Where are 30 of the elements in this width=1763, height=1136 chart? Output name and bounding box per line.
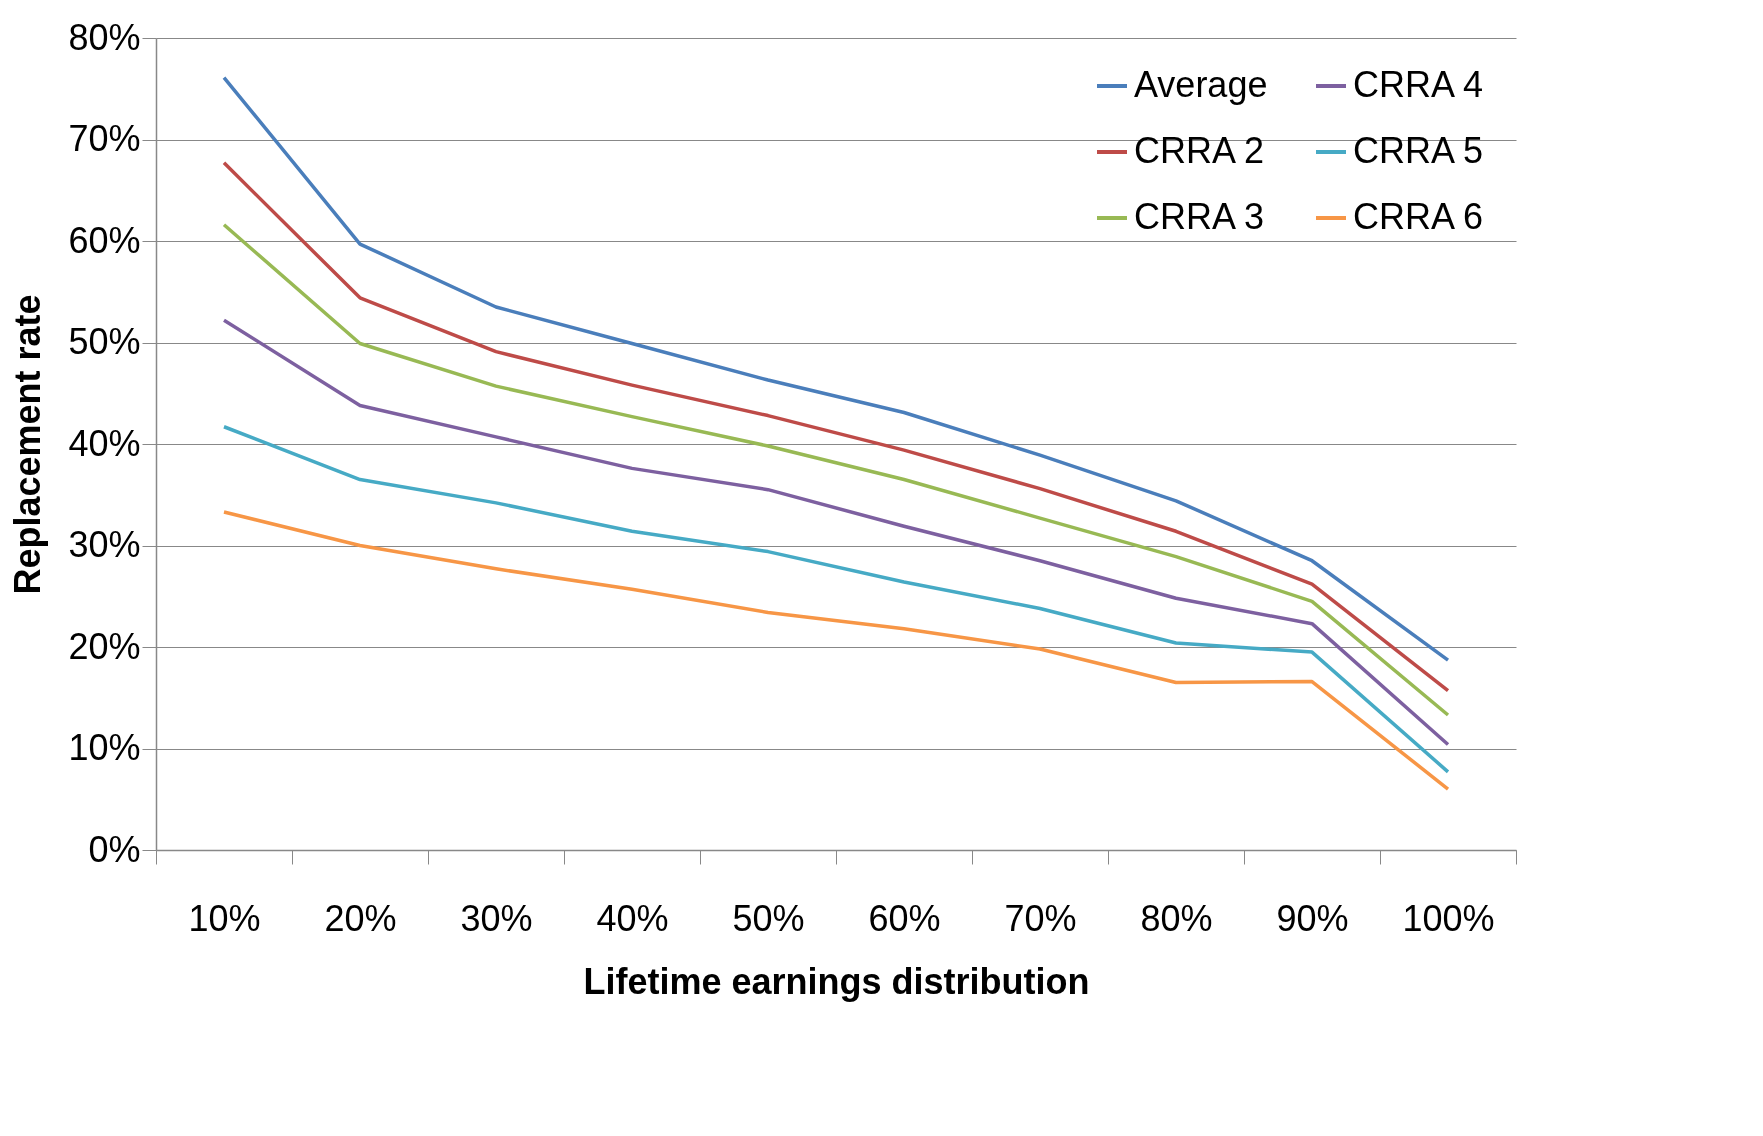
x-tick-label: 70% (1004, 897, 1077, 939)
x-axis-title: Lifetime earnings distribution (583, 960, 1090, 1002)
y-tick-label: 20% (68, 625, 141, 667)
x-tick-label: 20% (324, 897, 397, 939)
legend-label: CRRA 4 (1353, 64, 1484, 105)
y-tick-label: 40% (68, 422, 141, 464)
y-tick-label: 60% (68, 219, 141, 261)
y-tick-label: 50% (68, 321, 141, 362)
y-tick-label: 70% (68, 118, 141, 159)
line-series (222, 425, 1450, 774)
line-series (222, 318, 1450, 747)
x-tick-label: 90% (1276, 897, 1349, 939)
x-tick-label: 40% (596, 897, 669, 939)
x-tick-label: 10% (188, 897, 261, 939)
legend-label: CRRA 2 (1134, 130, 1265, 171)
legend-label: Average (1134, 64, 1268, 105)
x-tick-label: 100% (1402, 897, 1495, 939)
line-series (222, 510, 1450, 791)
x-tick-label: 30% (460, 897, 533, 939)
legend-label: CRRA 3 (1134, 196, 1265, 237)
y-tick-label: 10% (68, 727, 141, 768)
y-tick-label: 80% (68, 16, 141, 58)
legend-label: CRRA 5 (1353, 130, 1484, 171)
legend-label: CRRA 6 (1353, 196, 1484, 237)
y-tick-label: 30% (68, 524, 141, 565)
y-tick-label: 0% (88, 828, 141, 870)
x-tick-label: 80% (1140, 897, 1213, 939)
y-axis-title: Replacement rate (7, 294, 49, 595)
x-tick-label: 60% (868, 897, 941, 939)
x-tick-label: 50% (732, 897, 805, 939)
